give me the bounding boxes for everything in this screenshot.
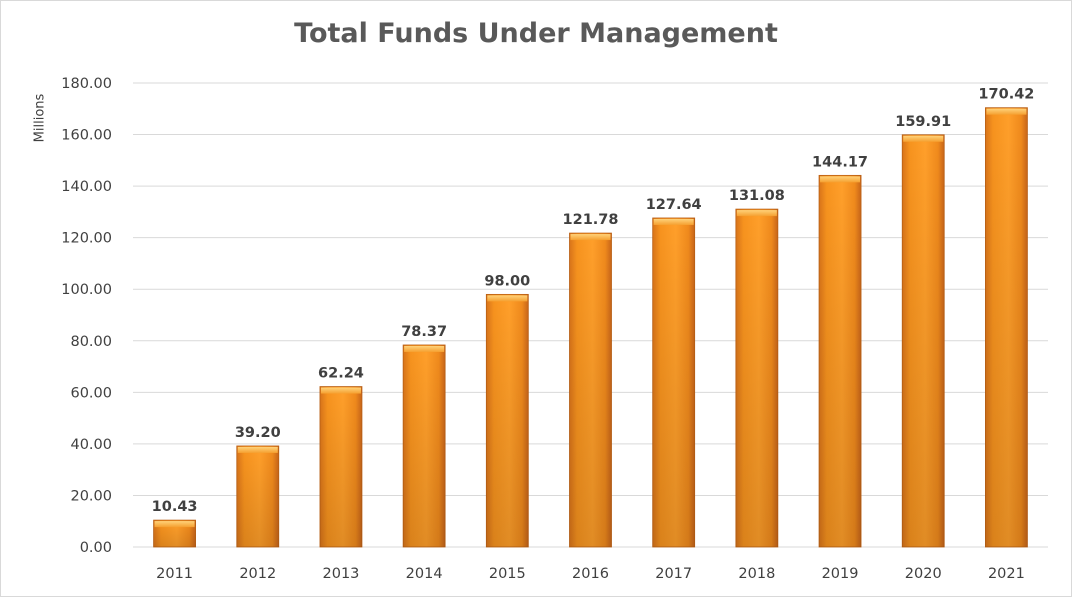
y-tick-label: 180.00 — [61, 76, 112, 92]
bar-2014 — [402, 344, 446, 548]
x-tick-label: 2017 — [655, 566, 692, 582]
bar-cap — [154, 521, 195, 528]
bar-cap — [986, 108, 1027, 115]
bar-2012 — [236, 445, 280, 548]
data-label: 78.37 — [401, 324, 447, 340]
y-tick-label: 160.00 — [61, 128, 112, 144]
x-tick-label: 2016 — [572, 566, 609, 582]
chart-title: Total Funds Under Management — [294, 18, 778, 49]
bar-cap — [570, 234, 611, 241]
bar-cap — [237, 446, 278, 453]
y-tick-label: 80.00 — [70, 334, 112, 350]
bar-cap — [820, 176, 861, 183]
x-tick-label: 2012 — [239, 566, 276, 582]
data-label: 98.00 — [484, 273, 530, 289]
bar-shade — [236, 445, 279, 547]
y-tick-label: 20.00 — [70, 488, 112, 504]
bar-2013 — [319, 386, 363, 548]
bar-cap — [653, 218, 694, 225]
bar-cap — [903, 135, 944, 142]
bar-shade — [819, 175, 862, 548]
y-tick-label: 100.00 — [61, 282, 112, 298]
y-tick-label: 40.00 — [70, 437, 112, 453]
x-tick-label: 2015 — [489, 566, 526, 582]
bar-cap — [404, 345, 445, 352]
data-label: 62.24 — [318, 366, 364, 382]
bar-2020 — [901, 134, 945, 548]
data-label: 170.42 — [978, 87, 1034, 103]
x-tick-label: 2014 — [406, 566, 443, 582]
bar-shade — [403, 344, 446, 547]
bar-2017 — [652, 217, 696, 548]
bar-2011 — [153, 519, 196, 548]
y-tick-label: 0.00 — [80, 540, 112, 556]
y-tick-label: 120.00 — [61, 231, 112, 247]
data-label: 131.08 — [729, 188, 785, 204]
bar-shade — [569, 233, 612, 547]
x-tick-label: 2019 — [822, 566, 859, 582]
data-label: 39.20 — [235, 425, 281, 441]
x-tick-label: 2020 — [905, 566, 942, 582]
bar-shade — [486, 294, 529, 547]
y-tick-label: 60.00 — [70, 385, 112, 401]
bar-2016 — [569, 232, 612, 548]
bar-cap — [320, 387, 361, 394]
data-label: 127.64 — [646, 197, 702, 213]
bar-cap — [487, 295, 528, 302]
bar-shade — [652, 217, 695, 547]
data-label: 144.17 — [812, 154, 868, 170]
bar-shade — [735, 209, 778, 547]
data-label: 121.78 — [563, 212, 619, 228]
bar-shade — [985, 107, 1028, 547]
data-label: 10.43 — [152, 499, 198, 515]
x-tick-label: 2021 — [988, 566, 1025, 582]
x-tick-label: 2013 — [323, 566, 360, 582]
x-tick-label: 2018 — [738, 566, 775, 582]
bar-shade — [319, 386, 362, 547]
y-tick-label: 140.00 — [61, 179, 112, 195]
bar-2018 — [735, 208, 779, 548]
data-label: 159.91 — [895, 114, 951, 130]
bar-2019 — [818, 174, 862, 548]
x-tick-label: 2011 — [156, 566, 193, 582]
bar-shade — [902, 134, 945, 548]
bar-2021 — [985, 107, 1028, 548]
bar-cap — [736, 210, 777, 217]
bar-2015 — [485, 293, 529, 548]
